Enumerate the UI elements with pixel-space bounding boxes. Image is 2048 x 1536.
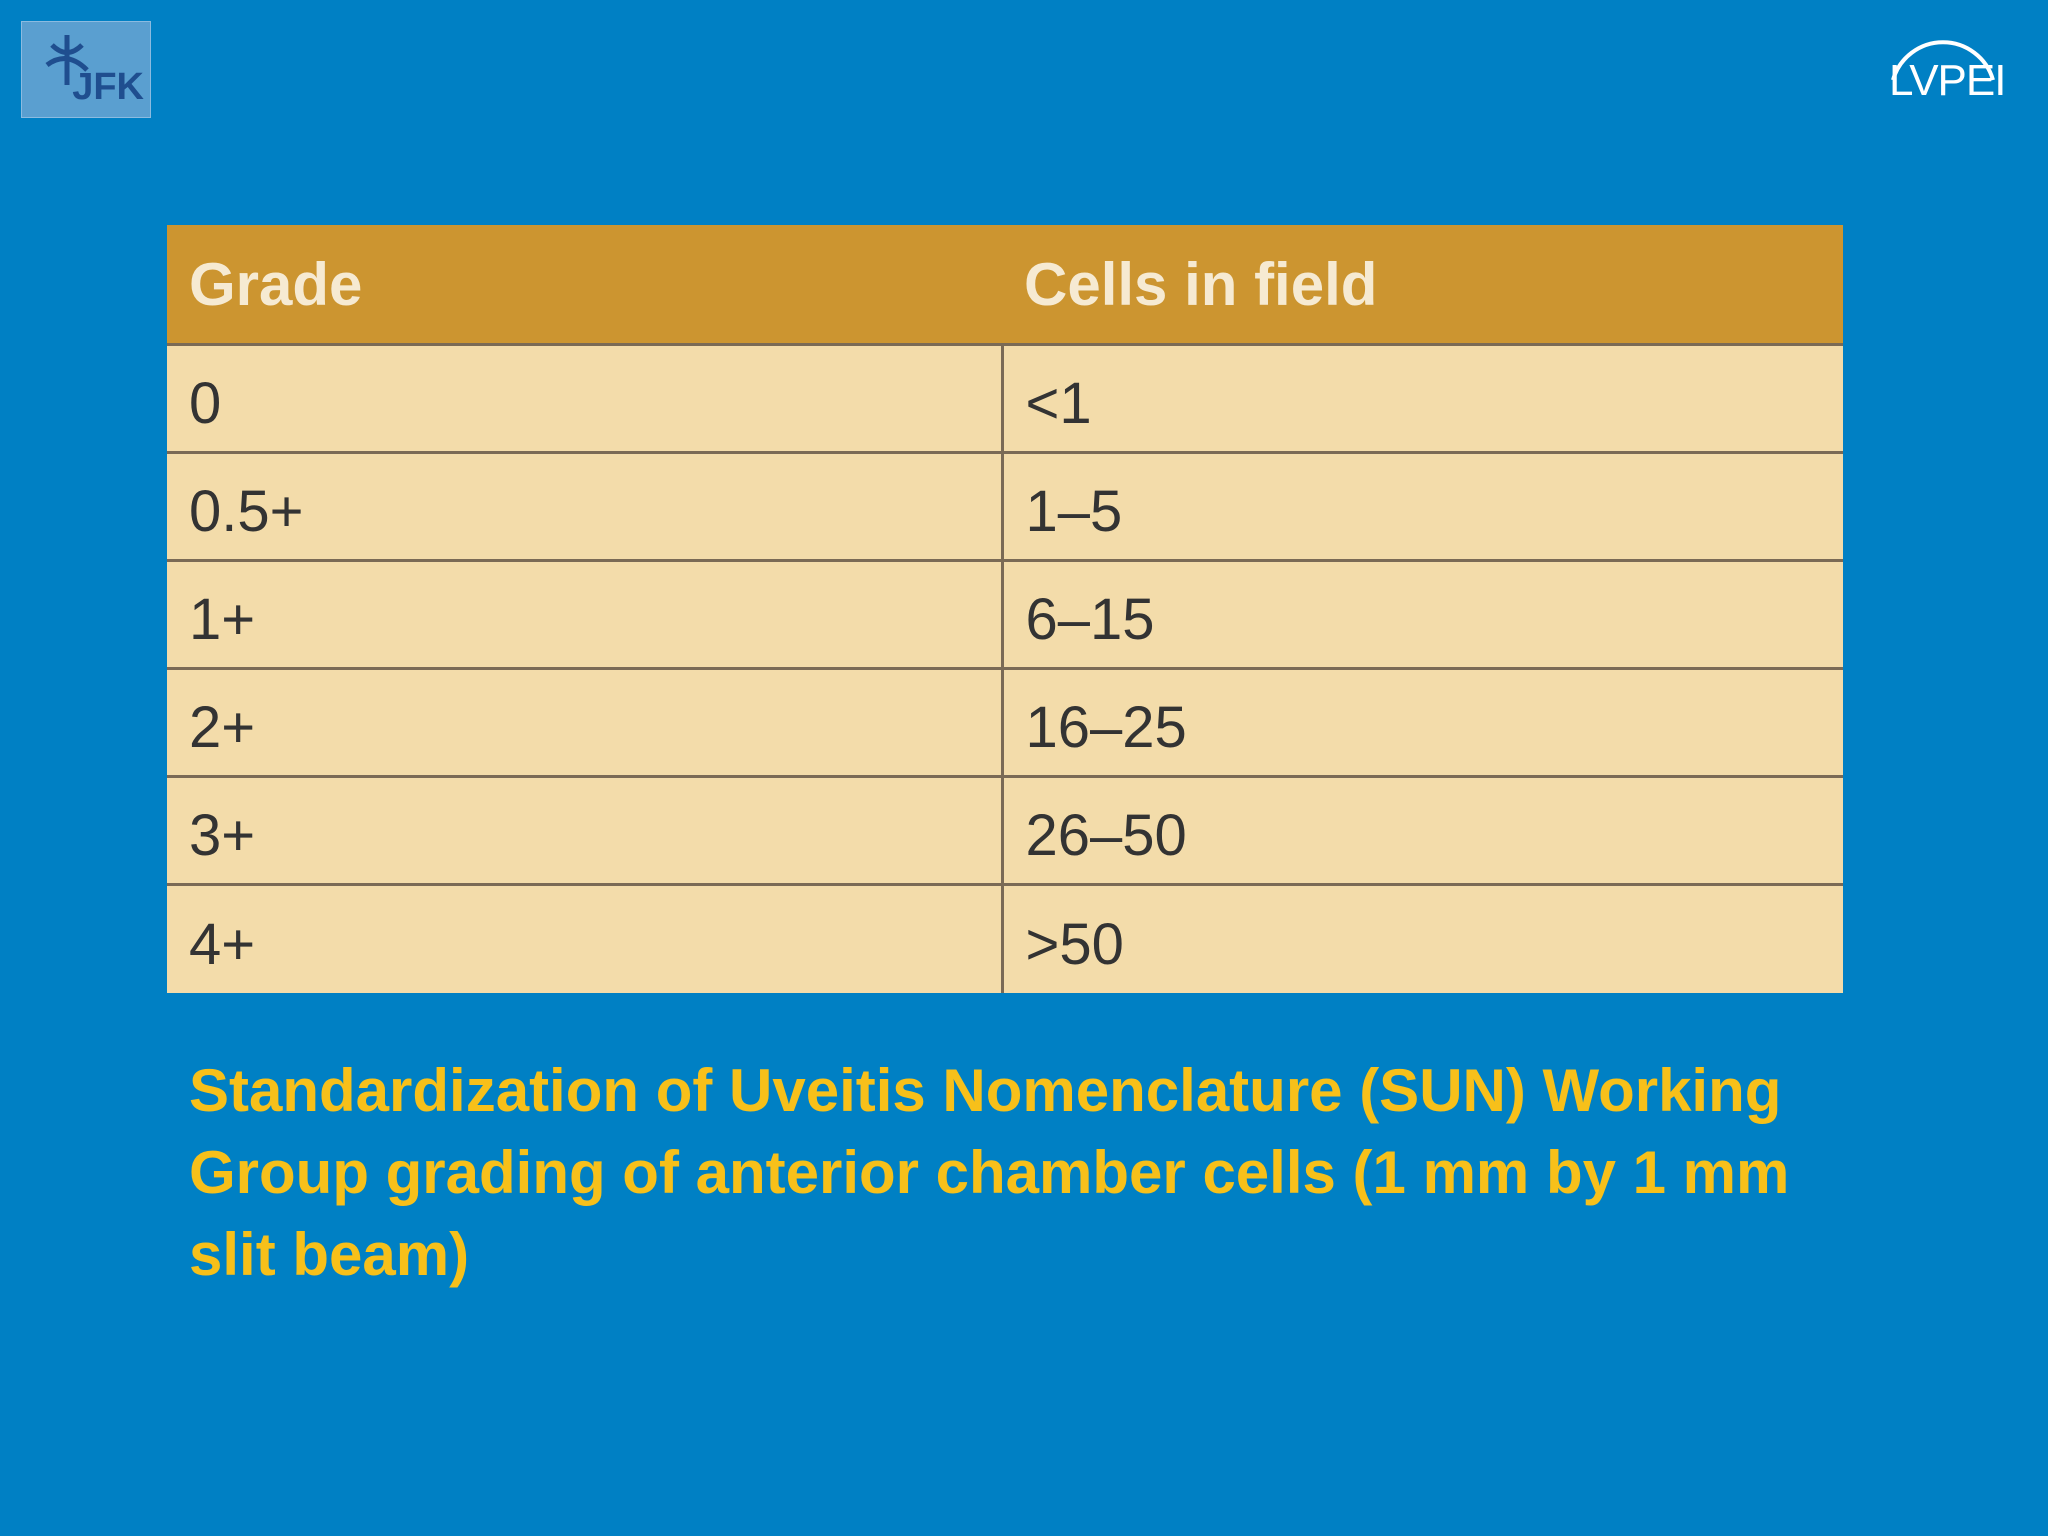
table-cell: 6–15 [1002,559,1843,669]
column-header: Grade [167,225,1002,345]
logo-jfk: JFK [21,21,151,118]
header-row: Grade Cells in field [167,225,1843,345]
table-cell: 26–50 [1002,775,1843,885]
table-cell: 0.5+ [167,451,1004,561]
logo-lvpei: LVPEI [1881,20,2006,120]
table-cell: 3+ [167,775,1004,885]
table-cell: 1–5 [1002,451,1843,561]
table-cell: 1+ [167,559,1004,669]
logo-text: LVPEI [1889,56,2006,105]
table-cell: >50 [1002,883,1843,993]
caption: Standardization of Uveitis Nomenclature … [189,1057,1790,1288]
table-cell: <1 [1002,343,1843,453]
column-header: Cells in field [1002,225,1843,345]
table-row: 4+ >50 [167,883,1843,993]
logo-icon [45,35,89,85]
table-row: 0 <1 [167,343,1843,453]
table-row: 1+ 6–15 [167,559,1843,669]
table-row: 2+ 16–25 [167,667,1843,777]
table-cell: 4+ [167,883,1004,993]
logo-text: JFK [72,66,144,108]
table-body: 0 <1 0.5+ 1–5 1+ 6–15 2+ 16–25 3+ 26–50 4+ >50 [167,343,1843,993]
table-cell: 2+ [167,667,1004,777]
table-cell: 0 [167,343,1004,453]
logo-arc [1891,40,1995,81]
table-cell: 16–25 [1002,667,1843,777]
table-row: 3+ 26–50 [167,775,1843,885]
table-row: 0.5+ 1–5 [167,451,1843,561]
grade-table: Grade Cells in field 0 <1 0.5+ 1–5 1+ 6–15 2+ 16… [167,225,1843,993]
